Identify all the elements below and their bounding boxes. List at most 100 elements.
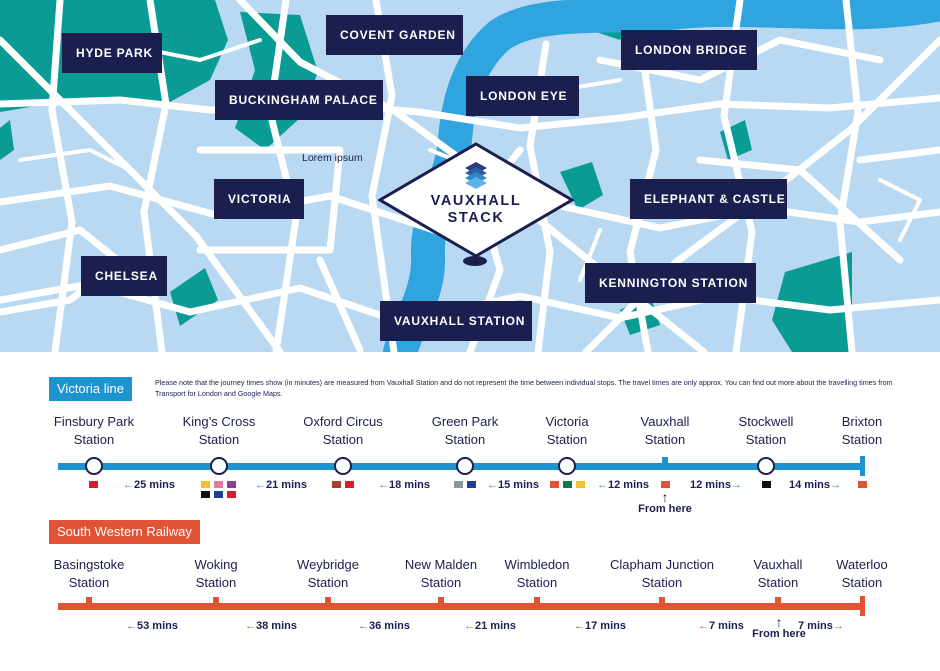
station-suffix: Station bbox=[420, 575, 462, 590]
logo-line2: STACK bbox=[447, 210, 505, 226]
swr-station-label: Waterloo Station bbox=[807, 556, 917, 592]
time-finsbury-park: ←25 mins bbox=[123, 479, 175, 491]
time-stockwell: 12 mins→ bbox=[690, 479, 742, 491]
station-name: Stockwell bbox=[738, 414, 794, 429]
swr-tag: South Western Railway bbox=[49, 520, 200, 544]
station-tick-vauxhall-swr[interactable] bbox=[775, 597, 781, 605]
swr-track bbox=[58, 603, 863, 610]
victoria-station-label: Green Park Station bbox=[410, 413, 520, 449]
swr-station-label: New Malden Station bbox=[386, 556, 496, 592]
swr-station-label: Clapham Junction Station bbox=[607, 556, 717, 592]
from-here-victoria: ↑ From here bbox=[638, 489, 692, 515]
victoria-station-label: Oxford Circus Station bbox=[288, 413, 398, 449]
time-wimbledon: ←17 mins bbox=[574, 620, 626, 632]
station-tick-woking[interactable] bbox=[213, 597, 219, 605]
station-name: New Malden bbox=[404, 557, 478, 572]
label-vauxhall-station[interactable]: VAUXHALL STATION bbox=[380, 301, 532, 341]
station-suffix: Station bbox=[444, 432, 486, 447]
station-suffix: Station bbox=[195, 575, 237, 590]
station-suffix: Station bbox=[198, 432, 240, 447]
station-tick-basingstoke[interactable] bbox=[86, 597, 92, 605]
station-suffix: Station bbox=[68, 575, 110, 590]
time-oxford-circus: ←18 mins bbox=[378, 479, 430, 491]
station-suffix: Station bbox=[841, 432, 883, 447]
station-name: King’s Cross bbox=[182, 414, 256, 429]
victoria-station-label: Finsbury Park Station bbox=[39, 413, 149, 449]
label-kennington-station[interactable]: KENNINGTON STATION bbox=[585, 263, 756, 303]
station-name: Vauxhall bbox=[640, 414, 690, 429]
victoria-line-tag: Victoria line bbox=[49, 377, 132, 401]
station-suffix: Station bbox=[644, 432, 686, 447]
station-node-kings-cross[interactable] bbox=[210, 457, 228, 475]
victoria-station-label: Victoria Station bbox=[512, 413, 622, 449]
label-buckingham-palace[interactable]: BUCKINGHAM PALACE bbox=[215, 80, 383, 120]
swr-station-label: Woking Station bbox=[161, 556, 271, 592]
logo-line1: VAUXHALL bbox=[430, 193, 522, 209]
victoria-station-label: Stockwell Station bbox=[711, 413, 821, 449]
station-suffix: Station bbox=[307, 575, 349, 590]
swr-station-label: Vauxhall Station bbox=[723, 556, 833, 592]
swr-end bbox=[860, 596, 865, 616]
label-elephant-castle[interactable]: ELEPHANT & CASTLE bbox=[630, 179, 787, 219]
victoria-station-label: King’s Cross Station bbox=[164, 413, 274, 449]
time-waterloo: 7 mins→ bbox=[798, 620, 844, 632]
station-suffix: Station bbox=[841, 575, 883, 590]
station-suffix: Station bbox=[73, 432, 115, 447]
time-kings-cross: ←21 mins bbox=[255, 479, 307, 491]
area-map[interactable]: HYDE PARK COVENT GARDEN LONDON BRIDGE BU… bbox=[0, 0, 940, 352]
station-suffix: Station bbox=[757, 575, 799, 590]
label-chelsea[interactable]: CHELSEA bbox=[81, 256, 167, 296]
station-suffix: Station bbox=[516, 575, 558, 590]
lorem-ipsum-label: Lorem ipsum bbox=[302, 152, 363, 164]
station-suffix: Station bbox=[546, 432, 588, 447]
label-london-bridge[interactable]: LONDON BRIDGE bbox=[621, 30, 757, 70]
station-tick-new-malden[interactable] bbox=[438, 597, 444, 605]
station-name: Wimbledon bbox=[504, 557, 570, 572]
station-tick-clapham-junction[interactable] bbox=[659, 597, 665, 605]
station-node-green-park[interactable] bbox=[456, 457, 474, 475]
label-london-eye[interactable]: LONDON EYE bbox=[466, 76, 579, 116]
diamond-badge-icon bbox=[378, 142, 574, 258]
station-suffix: Station bbox=[322, 432, 364, 447]
station-node-victoria[interactable] bbox=[558, 457, 576, 475]
station-node-stockwell[interactable] bbox=[757, 457, 775, 475]
station-node-finsbury-park[interactable] bbox=[85, 457, 103, 475]
station-name: Green Park bbox=[431, 414, 499, 429]
time-green-park: ←15 mins bbox=[487, 479, 539, 491]
label-covent-garden[interactable]: COVENT GARDEN bbox=[326, 15, 463, 55]
station-suffix: Station bbox=[745, 432, 787, 447]
time-new-malden: ←21 mins bbox=[464, 620, 516, 632]
time-victoria: ←12 mins bbox=[597, 479, 649, 491]
time-basingstoke: ←53 mins bbox=[126, 620, 178, 632]
station-node-oxford-circus[interactable] bbox=[334, 457, 352, 475]
station-tick-wimbledon[interactable] bbox=[534, 597, 540, 605]
station-tick-weybridge[interactable] bbox=[325, 597, 331, 605]
journey-time-note: Please note that the journey times show … bbox=[155, 378, 893, 398]
vauxhall-stack-marker[interactable]: VAUXHALL STACK bbox=[378, 142, 574, 260]
station-name: Weybridge bbox=[297, 557, 359, 572]
swr-station-label: Weybridge Station bbox=[273, 556, 383, 592]
station-name: Victoria bbox=[545, 414, 589, 429]
swr-station-label: Wimbledon Station bbox=[482, 556, 592, 592]
victoria-line-end bbox=[860, 456, 865, 476]
time-clapham-junction: ←7 mins bbox=[698, 620, 744, 632]
time-brixton: 14 mins→ bbox=[789, 479, 841, 491]
station-name: Basingstoke bbox=[53, 557, 125, 572]
station-name: Finsbury Park bbox=[53, 414, 135, 429]
label-hyde-park[interactable]: HYDE PARK bbox=[62, 33, 162, 73]
station-name: Oxford Circus bbox=[303, 414, 383, 429]
from-here-swr: ↑ From here bbox=[752, 614, 806, 640]
station-tick-vauxhall[interactable] bbox=[662, 457, 668, 465]
victoria-station-label: Vauxhall Station bbox=[610, 413, 720, 449]
station-name: Vauxhall bbox=[753, 557, 803, 572]
station-name: Waterloo bbox=[836, 557, 888, 572]
station-name: Clapham Junction bbox=[609, 557, 715, 572]
victoria-station-label: Brixton Station bbox=[807, 413, 917, 449]
time-weybridge: ←36 mins bbox=[358, 620, 410, 632]
stack-layers-icon bbox=[465, 162, 487, 189]
swr-station-label: Basingstoke Station bbox=[34, 556, 144, 592]
station-name: Brixton bbox=[841, 414, 883, 429]
label-victoria[interactable]: VICTORIA bbox=[214, 179, 304, 219]
station-name: Woking bbox=[194, 557, 238, 572]
time-woking: ←38 mins bbox=[245, 620, 297, 632]
